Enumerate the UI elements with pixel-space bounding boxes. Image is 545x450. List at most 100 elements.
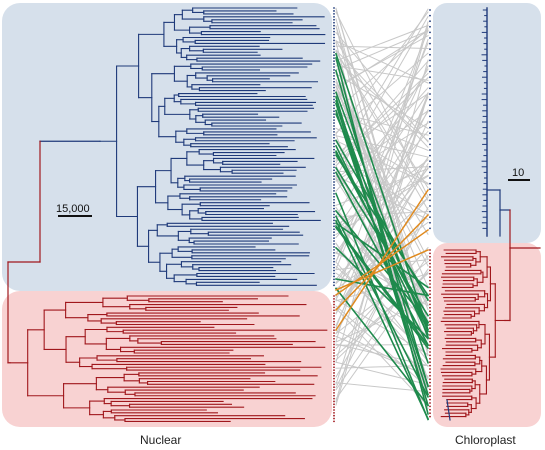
nuclear-tip-dot bbox=[333, 190, 335, 192]
connector-link-green bbox=[334, 52, 430, 331]
chloroplast-panel-label: Chloroplast bbox=[455, 433, 516, 447]
nuclear-tip-dot bbox=[333, 45, 335, 48]
connector-link-grey bbox=[335, 109, 429, 301]
nuclear-tip-dot bbox=[333, 213, 335, 216]
chloroplast-scale-label: 10 bbox=[512, 167, 524, 179]
nuclear-tip-dot bbox=[333, 136, 335, 139]
connector-link-grey bbox=[335, 73, 429, 130]
nuclear-tip-dot bbox=[333, 113, 335, 116]
nuclear-tip-dot bbox=[333, 312, 335, 314]
chloroplast-tip-dot bbox=[429, 25, 431, 28]
nuclear-tip-dot bbox=[333, 157, 335, 160]
nuclear-tip-dot bbox=[333, 77, 335, 80]
nuclear-tip-dot bbox=[333, 63, 335, 65]
nuclear-tip-dot bbox=[333, 154, 335, 157]
nuclear-tip-dot bbox=[333, 13, 335, 15]
nuclear-tip-dot bbox=[333, 101, 335, 104]
connector-link-green bbox=[334, 99, 430, 364]
nuclear-tip-dot bbox=[333, 406, 335, 409]
nuclear-tip-dot bbox=[333, 210, 335, 213]
nuclear-tip-dot bbox=[333, 354, 335, 357]
nuclear-tip-dot bbox=[333, 18, 335, 21]
chloroplast-tip-dot bbox=[429, 205, 431, 207]
chloroplast-tip-dot bbox=[429, 255, 431, 258]
connector-link-green bbox=[334, 219, 430, 420]
chloroplast-red-clade-bg bbox=[433, 243, 541, 427]
connector-link-grey bbox=[335, 31, 429, 143]
nuclear-tip-dot bbox=[333, 60, 335, 62]
chloroplast-tip-dot bbox=[429, 76, 431, 79]
connector-link-grey bbox=[335, 127, 429, 184]
nuclear-tip-dot bbox=[333, 163, 335, 166]
nuclear-tip-dot bbox=[333, 403, 335, 406]
chloroplast-tip-dot bbox=[429, 126, 431, 129]
nuclear-tip-dot bbox=[333, 397, 335, 400]
chloroplast-tip-dot bbox=[429, 65, 431, 67]
connector-link-grey bbox=[335, 45, 429, 50]
chloroplast-tip-dot bbox=[429, 412, 431, 415]
nuclear-tip-dot bbox=[333, 72, 335, 74]
chloroplast-tip-dot bbox=[429, 149, 431, 151]
nuclear-tip-dot bbox=[333, 48, 335, 51]
nuclear-panel-label: Nuclear bbox=[140, 433, 182, 447]
nuclear-tip-dot bbox=[333, 42, 335, 45]
chloroplast-tip-dot bbox=[429, 300, 431, 302]
connector-link-grey bbox=[335, 40, 429, 84]
nuclear-tip-dot bbox=[333, 360, 335, 363]
connector-link-green bbox=[335, 69, 429, 388]
chloroplast-tip-dot bbox=[429, 330, 431, 333]
nuclear-tip-dot bbox=[333, 178, 335, 181]
chloroplast-tip-dot bbox=[429, 340, 431, 343]
nuclear-tip-dot bbox=[333, 181, 335, 183]
chloroplast-tip-dot bbox=[429, 354, 431, 357]
nuclear-tip-dot bbox=[333, 414, 335, 417]
nuclear-tip-dot bbox=[333, 122, 335, 124]
nuclear-tip-dot bbox=[333, 392, 335, 394]
chloroplast-tip-dot bbox=[429, 182, 431, 185]
nuclear-tip-dot bbox=[333, 145, 335, 148]
nuclear-tip-dot bbox=[333, 409, 335, 411]
nuclear-tip-dot bbox=[333, 98, 335, 101]
nuclear-tip-dot bbox=[333, 225, 335, 228]
connector-link-grey bbox=[335, 130, 429, 239]
chloroplast-tip-dot bbox=[429, 310, 431, 313]
chloroplast-tip-dot bbox=[429, 283, 431, 285]
nuclear-tip-dot bbox=[333, 266, 335, 269]
nuclear-tip-dot bbox=[333, 297, 335, 300]
nuclear-tip-dot bbox=[333, 160, 335, 163]
nuclear-tip-dot bbox=[333, 184, 335, 186]
chloroplast-tip-dot bbox=[429, 137, 431, 140]
nuclear-tip-dot bbox=[333, 377, 335, 380]
nuclear-tip-dot bbox=[333, 33, 335, 36]
nuclear-tip-dot bbox=[333, 380, 335, 383]
nuclear-tip-dot bbox=[333, 219, 335, 222]
chloroplast-tip-dot bbox=[429, 249, 431, 251]
nuclear-tip-dot bbox=[333, 263, 335, 266]
chloroplast-tip-dot bbox=[429, 385, 431, 387]
chloroplast-tip-dot bbox=[429, 20, 431, 23]
nuclear-tip-dot bbox=[333, 195, 335, 198]
connector-link-green bbox=[334, 246, 430, 340]
nuclear-tip-dot bbox=[333, 257, 335, 260]
chloroplast-tip-dot bbox=[429, 395, 431, 398]
chloroplast-tip-dot bbox=[429, 9, 431, 11]
nuclear-tip-dot bbox=[333, 240, 335, 242]
connector-link-green bbox=[334, 192, 430, 421]
connector-link-grey bbox=[335, 87, 429, 192]
nuclear-tip-dot bbox=[333, 400, 335, 403]
nuclear-tip-dot bbox=[333, 357, 335, 360]
nuclear-tip-dot bbox=[333, 216, 335, 219]
nuclear-tip-dot bbox=[333, 110, 335, 113]
nuclear-tip-dot bbox=[333, 300, 335, 303]
nuclear-tip-dot bbox=[333, 417, 335, 420]
chloroplast-tip-dot bbox=[429, 405, 431, 408]
nuclear-tip-dot bbox=[333, 326, 335, 329]
chloroplast-tip-dots bbox=[429, 9, 431, 418]
chloroplast-tip-dot bbox=[429, 408, 431, 411]
chloroplast-tip-dot bbox=[429, 37, 431, 39]
nuclear-tip-dot bbox=[333, 7, 335, 9]
nuclear-tip-dot bbox=[333, 128, 335, 130]
chloroplast-tip-dot bbox=[429, 402, 431, 404]
nuclear-tip-dot bbox=[333, 36, 335, 39]
